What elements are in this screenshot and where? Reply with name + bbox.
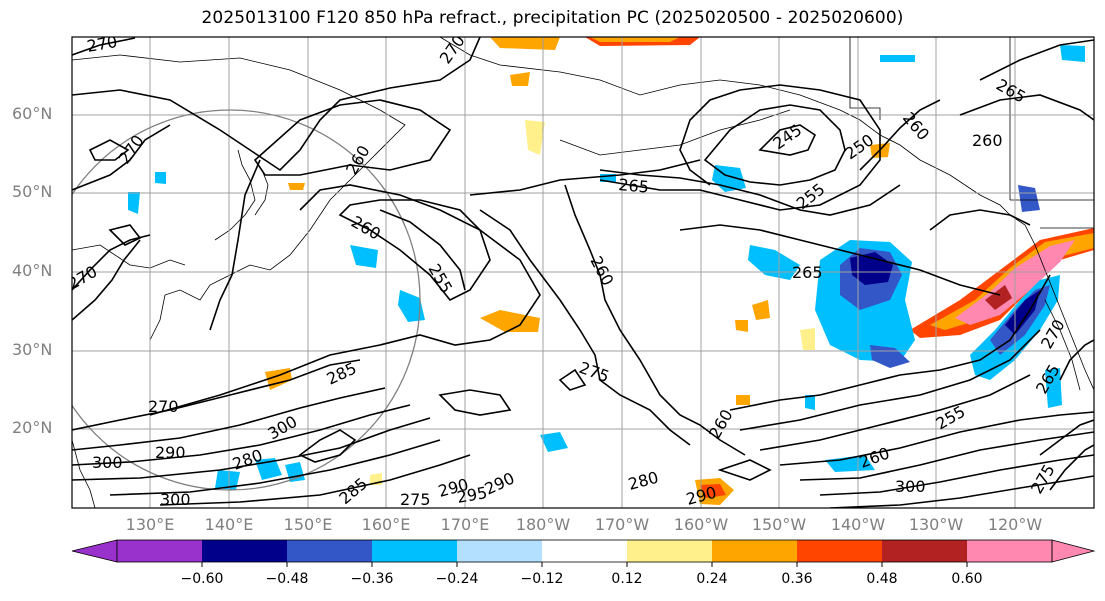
lon-label: 180°W [515, 515, 571, 534]
contour-label: 270 [148, 397, 179, 416]
contour-label: 290 [155, 443, 186, 462]
contour-label: 270 [85, 32, 118, 56]
graticule [72, 37, 1094, 508]
contour-label: 265 [792, 263, 823, 282]
contour-label: 260 [586, 253, 617, 289]
lat-label: 50°N [12, 182, 53, 201]
colorbar-segment [712, 540, 797, 562]
contour-label: 275 [577, 358, 612, 386]
lon-label: 150°W [751, 515, 807, 534]
contour-label: 285 [335, 474, 371, 508]
colorbar-segment [202, 540, 287, 562]
colorbar-extend-max [1051, 539, 1096, 563]
contour-label: 285 [324, 358, 360, 388]
colorbar-segment [882, 540, 967, 562]
lat-label: 20°N [12, 418, 53, 437]
colorbar-tick-label: 0.48 [866, 571, 898, 587]
lon-label: 120°W [987, 515, 1043, 534]
map-frame [71, 36, 1095, 509]
contour-label: 260 [972, 131, 1003, 150]
lon-label: 130°E [125, 515, 175, 534]
colorbar-segment [797, 540, 882, 562]
colorbar [71, 539, 1096, 567]
lat-label: 30°N [12, 340, 53, 359]
lat-label: 40°N [12, 261, 53, 280]
contour-label: 280 [626, 468, 660, 494]
lat-label: 60°N [12, 104, 53, 123]
contour-label: 260 [342, 142, 374, 178]
lon-label: 140°W [830, 515, 886, 534]
colorbar-tick-label: −0.24 [435, 571, 479, 587]
shaded-precipitation-areas [128, 37, 1094, 505]
colorbar-extend-min [71, 539, 118, 563]
contour-label: 260 [705, 406, 737, 442]
range-circle [72, 109, 421, 491]
contour-label: 260 [899, 108, 933, 144]
lon-label: 170°E [440, 515, 490, 534]
colorbar-segment [627, 540, 712, 562]
contour-label: 290 [684, 483, 718, 509]
colorbar-tick-label: −0.36 [350, 571, 394, 587]
colorbar-tick-label: 0.24 [696, 571, 728, 587]
colorbar-segment [372, 540, 457, 562]
lon-label: 130°W [908, 515, 964, 534]
colorbar-tick-label: 0.60 [951, 571, 983, 587]
contour-label: 265 [618, 175, 650, 197]
contour-label: 260 [857, 443, 892, 471]
lon-label: 150°E [283, 515, 333, 534]
contour-label: 300 [160, 490, 191, 509]
contour-label: 260 [348, 212, 384, 244]
contour-label: 300 [895, 477, 926, 496]
lon-label: 140°E [204, 515, 254, 534]
colorbar-tick-label: 0.36 [781, 571, 813, 587]
contour-label: 275 [400, 490, 431, 509]
colorbar-tick-label: −0.60 [180, 571, 224, 587]
map-title: 2025013100 F120 850 hPa refract., precip… [201, 8, 904, 28]
lon-label: 170°W [594, 515, 650, 534]
colorbar-segment [457, 540, 542, 562]
contour-label: 300 [92, 453, 123, 472]
contour-label: 265 [993, 75, 1029, 107]
colorbar-tick-label: −0.12 [520, 571, 564, 587]
refractivity-contours [72, 37, 1094, 508]
colorbar-segment [967, 540, 1052, 562]
contour-label: 290 [482, 468, 518, 498]
colorbar-tick-label: −0.48 [265, 571, 309, 587]
lon-label: 160°W [673, 515, 729, 534]
contour-label: 255 [425, 261, 457, 297]
contour-label: 270 [115, 131, 148, 167]
contour-label: 270 [65, 262, 101, 294]
colorbar-tick-label: 0.12 [611, 571, 643, 587]
lon-label: 160°E [361, 515, 411, 534]
colorbar-segment [542, 540, 627, 562]
contour-label: 275 [1027, 461, 1059, 497]
colorbar-segment [117, 540, 202, 562]
colorbar-segment [287, 540, 372, 562]
